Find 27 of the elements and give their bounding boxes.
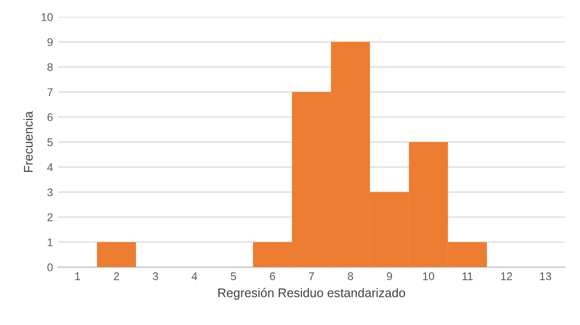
- x-tick-label: 7: [308, 272, 314, 280]
- x-tick-label: 11: [462, 272, 473, 280]
- y-tick-label: 7: [48, 88, 53, 96]
- x-tick-label: 9: [386, 272, 392, 280]
- x-tick-label: 6: [270, 272, 276, 280]
- y-tick-label: 6: [48, 113, 53, 122]
- x-tick-label: 4: [192, 272, 198, 280]
- x-axis-title: Regresión Residuo estandarizado: [218, 288, 406, 300]
- y-tick-label: 3: [47, 188, 53, 196]
- x-tick-label: 1: [75, 272, 80, 280]
- y-tick-label: 0: [47, 263, 53, 272]
- x-tick-label: 12: [501, 272, 512, 280]
- y-tick-label: 2: [48, 213, 53, 222]
- y-tick-label: 10: [42, 13, 53, 22]
- x-tick-label: 2: [114, 272, 120, 280]
- x-tick-label: 10: [423, 272, 434, 280]
- bar: [96, 242, 136, 268]
- x-tick-label: 3: [152, 272, 158, 280]
- y-tick-label: 5: [47, 138, 53, 146]
- x-tick-label: 13: [540, 272, 552, 280]
- x-tick-label: 8: [348, 272, 354, 280]
- y-tick-label: 4: [47, 163, 53, 172]
- y-tick-label: 9: [47, 38, 53, 46]
- x-tick-label: 5: [230, 272, 236, 280]
- y-axis-title: Frecuencia: [24, 111, 33, 172]
- y-tick-label: 1: [48, 238, 53, 246]
- y-tick-label: 8: [47, 63, 53, 72]
